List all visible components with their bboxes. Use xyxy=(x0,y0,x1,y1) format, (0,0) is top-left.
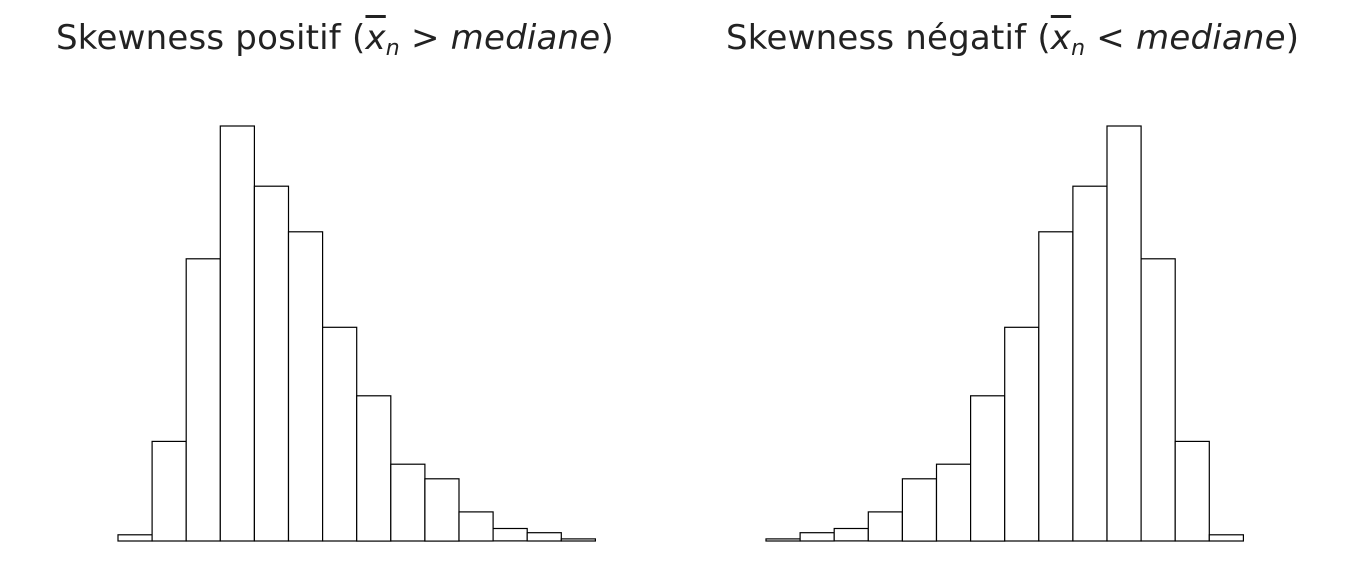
histogram-bar xyxy=(1038,231,1074,542)
histogram-bar xyxy=(1072,185,1108,542)
histogram-bar xyxy=(151,440,187,542)
histogram-bar xyxy=(1208,534,1244,542)
histogram-bar xyxy=(867,511,904,542)
histogram-bar xyxy=(492,527,528,542)
histogram-bar xyxy=(765,538,801,542)
histogram-bar xyxy=(935,463,972,542)
histogram-bar xyxy=(833,527,869,542)
histogram-bar xyxy=(970,395,1006,542)
histogram-bar xyxy=(799,532,835,542)
histogram-bar xyxy=(253,185,290,542)
histogram-bar xyxy=(356,395,392,542)
histogram-bar xyxy=(1106,125,1142,542)
title-median-word: mediane xyxy=(450,18,601,58)
histogram-bar xyxy=(390,463,426,542)
title-close: ) xyxy=(1285,18,1300,58)
title-median-word: mediane xyxy=(1136,18,1286,58)
histogram-bar xyxy=(1004,326,1040,542)
histogram-negative-skew xyxy=(765,125,1244,542)
title-subscript: n xyxy=(1071,36,1086,61)
histogram-bar xyxy=(219,125,256,542)
chart-title: Skewness négatif (xn < mediane) xyxy=(726,18,1299,61)
title-text: Skewness positif ( xyxy=(56,18,366,58)
chart-title: Skewness positif (xn > mediane) xyxy=(56,18,614,61)
title-mean-symbol: x xyxy=(365,18,386,58)
histogram-bar xyxy=(1174,440,1210,542)
histogram-bar xyxy=(526,532,562,542)
histogram-bar xyxy=(185,258,221,542)
chart-panel-positive-skew: Skewness positif (xn > mediane) xyxy=(56,18,614,542)
title-mean-symbol: x xyxy=(1050,18,1072,58)
histogram-bar xyxy=(322,326,358,542)
title-subscript: n xyxy=(385,36,400,61)
title-relation: < xyxy=(1085,18,1136,58)
histogram-positive-skew xyxy=(117,125,596,542)
histogram-bar xyxy=(287,231,324,542)
histogram-bar xyxy=(1140,258,1176,542)
title-text: Skewness négatif ( xyxy=(726,18,1051,58)
histogram-bar xyxy=(424,478,460,542)
title-close: ) xyxy=(600,18,614,58)
title-relation: > xyxy=(399,18,451,58)
histogram-bar xyxy=(901,478,938,542)
histogram-bar xyxy=(458,511,494,542)
histogram-bar xyxy=(560,538,596,542)
histogram-bar xyxy=(117,534,153,542)
chart-panel-negative-skew: Skewness négatif (xn < mediane) xyxy=(676,0,1352,572)
